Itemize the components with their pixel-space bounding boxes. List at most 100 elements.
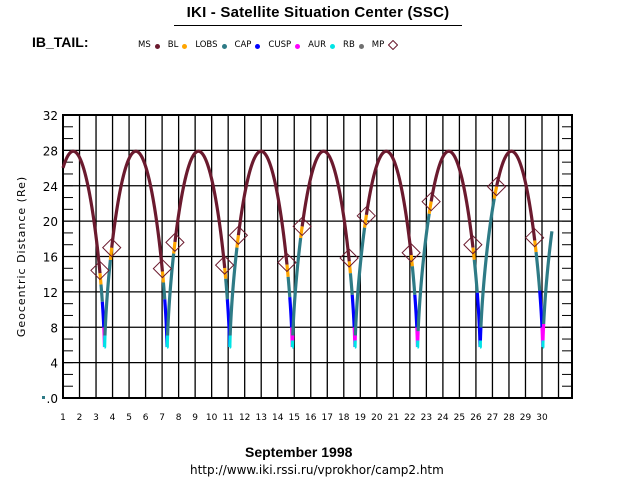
x-tick-label: 28 xyxy=(503,413,515,423)
legend-dot-icon xyxy=(330,44,336,49)
x-tick-label: 17 xyxy=(322,413,333,423)
origin-marker xyxy=(42,396,45,399)
legend-label: LOBS xyxy=(195,39,218,50)
x-tick-label: 29 xyxy=(520,413,532,423)
orbit-segment-cap xyxy=(288,297,294,328)
orbit-segment-lobs xyxy=(286,276,292,298)
x-tick-label: 26 xyxy=(470,413,482,423)
orbit-segment-bl xyxy=(299,226,304,239)
y-tick-label: 8 xyxy=(50,321,58,335)
orbit-segment-ms xyxy=(61,149,102,274)
legend-label: MS xyxy=(138,39,151,50)
mp-crossing-diamond xyxy=(339,248,359,268)
legend-label: MP xyxy=(371,39,385,50)
orbit-segment-lobs xyxy=(291,237,303,336)
x-axis-title: September 1998 xyxy=(245,444,353,460)
orbit-segment-lobs xyxy=(348,273,354,296)
legend-item-cusp: CUSP xyxy=(268,39,301,50)
legend-item-cap: CAP xyxy=(235,40,261,50)
x-tick-label: 8 xyxy=(176,413,182,423)
mp-crossing-diamond xyxy=(524,227,545,248)
y-tick-label: 16 xyxy=(43,251,58,265)
x-tick-label: 21 xyxy=(388,413,399,423)
x-tick-label: 15 xyxy=(289,413,300,423)
x-tick-label: 23 xyxy=(421,413,432,423)
mp-crossing-diamond xyxy=(165,232,185,253)
y-tick-label: 4 xyxy=(50,357,58,371)
mp-crossing-diamond xyxy=(214,255,235,275)
orbit-segment-lobs xyxy=(103,259,112,336)
page-title: IKI - Satellite Situation Center (SSC) xyxy=(186,4,450,21)
mp-crossing-diamond xyxy=(401,243,421,263)
mp-crossing-diamond xyxy=(228,225,249,245)
mp-crossing-diamond xyxy=(152,258,173,279)
orbit-segment-lobs xyxy=(410,266,417,296)
orbit-segment-cap xyxy=(478,327,483,341)
legend-label: CUSP xyxy=(268,39,292,50)
orbit-segment-lobs xyxy=(534,251,542,291)
orbit-segment-ms xyxy=(495,149,537,241)
x-tick-label: 4 xyxy=(110,413,116,423)
y-tick-label: .0 xyxy=(47,392,58,406)
x-tick-label: 16 xyxy=(305,413,317,423)
legend: MS BL LOBS CAP CUSP AUR RB MP xyxy=(138,36,406,53)
x-tick-label: 14 xyxy=(272,413,284,423)
orbit-segment-bl xyxy=(108,247,114,260)
x-tick-label: 22 xyxy=(404,413,415,423)
orbit-segment-cusp xyxy=(541,323,546,341)
x-tick-label: 6 xyxy=(143,413,149,423)
legend-label: CAP xyxy=(234,39,252,50)
legend-label: RB xyxy=(343,39,355,50)
orbit-segment-lobs xyxy=(353,227,367,336)
legend-label: BL xyxy=(167,39,179,50)
x-tick-label: 7 xyxy=(159,413,165,423)
x-tick-label: 12 xyxy=(239,413,250,423)
orbit-segment-cap xyxy=(350,294,356,328)
legend-dot-icon xyxy=(182,44,188,49)
orbit-segment-ms xyxy=(236,149,289,265)
x-tick-label: 25 xyxy=(454,413,465,423)
orbit-segment-lobs xyxy=(472,259,479,293)
legend-label: AUR xyxy=(308,39,327,50)
x-tick-label: 27 xyxy=(487,413,498,423)
y-tick-label: 24 xyxy=(43,180,58,194)
orbit-segment-bl xyxy=(492,185,499,200)
mp-crossing-diamond xyxy=(102,237,122,258)
orbit-segment-bl xyxy=(427,200,433,215)
mp-crossing-diamond xyxy=(277,252,297,273)
orbit-segment-ms xyxy=(364,149,413,256)
legend-dot-icon xyxy=(221,44,227,49)
x-tick-label: 19 xyxy=(355,413,367,423)
x-tick-label: 3 xyxy=(93,413,99,423)
y-tick-label: 12 xyxy=(43,286,58,300)
x-tick-label: 24 xyxy=(437,413,449,423)
x-tick-label: 30 xyxy=(536,413,548,423)
x-tick-label: 1 xyxy=(60,413,66,423)
orbit-segment-lobs xyxy=(479,197,496,328)
mp-crossing-diamond xyxy=(292,216,312,237)
orbit-segment-lobs xyxy=(228,247,239,336)
mp-crossing-diamond xyxy=(463,235,483,255)
orbit-segment-lobs xyxy=(416,213,431,332)
legend-dot-icon xyxy=(154,44,160,49)
source-url[interactable]: http://www.iki.rssi.ru/vprokhor/camp2.ht… xyxy=(190,463,444,477)
orbit-segment-ms xyxy=(300,149,351,262)
orbit-segment-bl xyxy=(363,214,369,228)
y-tick-label: 20 xyxy=(43,215,58,229)
orbit-segment-bl xyxy=(235,234,240,248)
x-tick-label: 13 xyxy=(255,413,266,423)
title-underline xyxy=(174,25,462,26)
y-axis-label: Geocentric Distance (Re) xyxy=(15,176,28,337)
orbit-segment-lobs xyxy=(161,282,167,300)
legend-dot-icon xyxy=(358,44,364,49)
legend-item-aur: AUR xyxy=(308,39,336,50)
y-tick-label: 32 xyxy=(43,109,58,123)
orbit-segment-lobs xyxy=(165,253,176,336)
legend-item-bl: BL xyxy=(168,40,188,50)
legend-dot-icon xyxy=(255,44,261,49)
region-label: IB_TAIL: xyxy=(32,34,89,50)
orbit-segment-bl xyxy=(172,241,177,254)
orbit-segment-ms xyxy=(429,149,475,248)
orbit-segment-cap xyxy=(413,294,419,328)
orbit-segment-cap xyxy=(100,301,106,328)
